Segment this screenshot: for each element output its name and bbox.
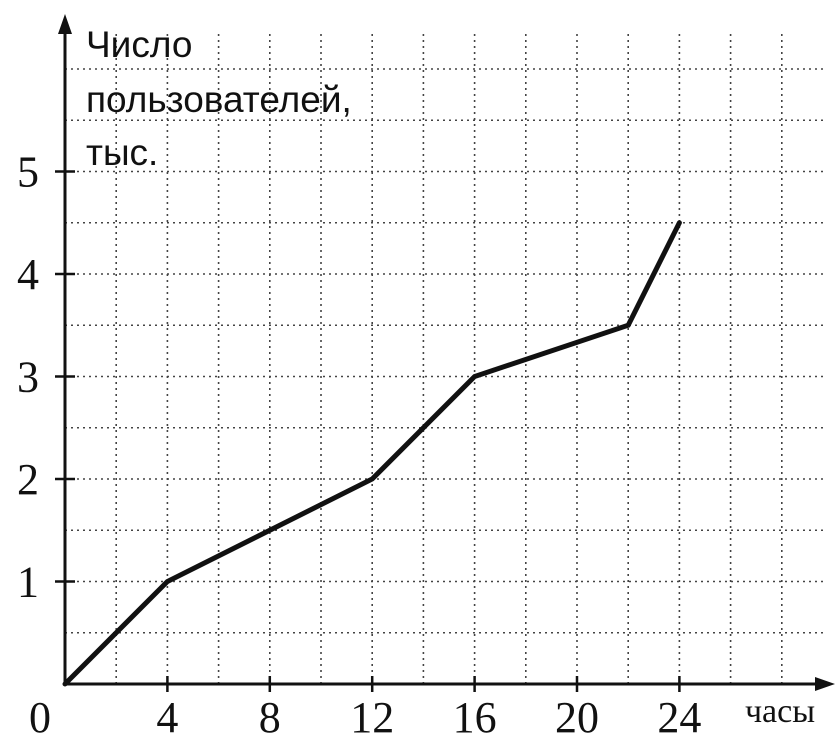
series	[62, 220, 682, 687]
tick-marks	[55, 170, 681, 692]
x-axis-label: часы	[745, 693, 815, 730]
y-tick-label: 5	[17, 148, 39, 197]
y-axis-arrow	[58, 14, 72, 34]
x-tick-label: 4	[156, 693, 178, 737]
y-tick-label: 1	[17, 558, 39, 607]
y-tick-label: 4	[17, 250, 39, 299]
x-tick-label: 8	[259, 693, 281, 737]
origin-label: 0	[29, 693, 51, 737]
x-axis-arrow	[815, 677, 835, 691]
x-tick-label: 16	[453, 693, 497, 737]
axes	[58, 14, 835, 691]
x-tick-label: 12	[350, 693, 394, 737]
series-line	[62, 220, 682, 687]
y-tick-label: 2	[17, 455, 39, 504]
axis-labels: 0 часы Число пользователей, тыс.	[29, 24, 815, 742]
y-tick-label: 3	[17, 353, 39, 402]
y-axis-label-line-1: Число	[86, 24, 192, 65]
y-axis-label-line-2: пользователей,	[86, 79, 352, 120]
x-tick-label: 24	[657, 693, 701, 737]
y-axis-label-line-3: тыс.	[86, 132, 158, 173]
grid	[65, 34, 825, 684]
x-tick-label: 20	[555, 693, 599, 737]
